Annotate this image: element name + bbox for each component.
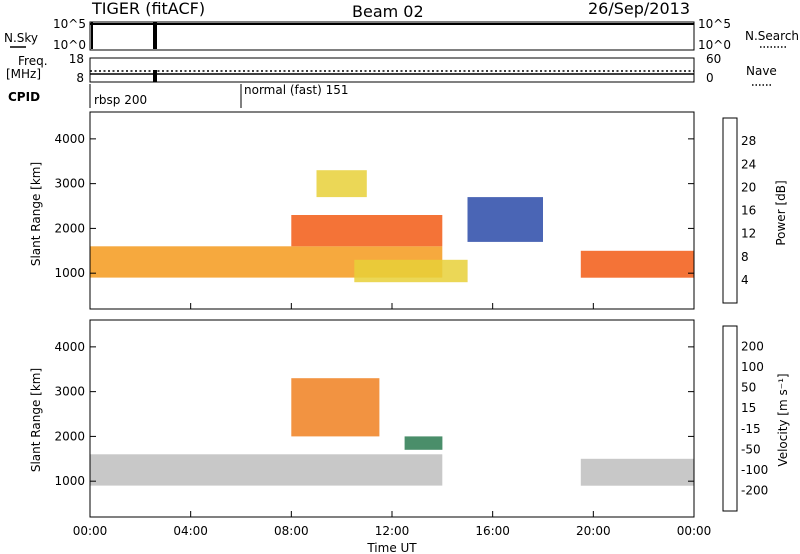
beam-title: Beam 02 (352, 2, 424, 21)
velocity-panel: 1000 2000 3000 4000 00:00 04:00 08:00 12:00 16:… (29, 319, 790, 538)
nsearch-tick-bottom: 10^0 (698, 38, 731, 52)
power-colorbar-tick-6: 28 (741, 134, 756, 148)
velocity-feature-0 (90, 454, 443, 486)
velocity-x-tick-label-4: 16:00 (475, 524, 510, 538)
nsky-spike (153, 22, 157, 49)
velocity-x-axis: 00:00 04:00 08:00 12:00 16:00 20:00 00:00 (73, 511, 712, 538)
velocity-y-axis: 1000 2000 3000 4000 (54, 340, 694, 488)
velocity-colorbar-tick-4: -15 (741, 422, 761, 436)
power-y-tick-label-0: 1000 (54, 266, 85, 280)
velocity-x-tick-label-1: 04:00 (173, 524, 208, 538)
nave-label: Nave (746, 64, 777, 78)
velocity-x-tick-label-6: 00:00 (677, 524, 712, 538)
nave-tick-bottom: 0 (706, 71, 714, 85)
radar-title: TIGER (fitACF) (91, 0, 205, 18)
nsearch-label: N.Search (745, 29, 799, 43)
power-y-label: Slant Range [km] (29, 162, 43, 266)
velocity-colorbar-tick-7: -200 (741, 483, 768, 497)
nsearch-tick-top: 10^5 (698, 17, 731, 31)
velocity-colorbar-tick-5: -50 (741, 442, 761, 456)
power-y-tick-label-3: 4000 (54, 132, 85, 146)
velocity-colorbar-tick-3: 15 (741, 401, 756, 415)
power-feature-3 (354, 259, 468, 283)
power-y-tick-label-2: 3000 (54, 177, 85, 191)
nsky-tick-bottom: 10^0 (53, 38, 86, 52)
velocity-x-tick-label-2: 08:00 (274, 524, 309, 538)
power-panel: 1000 2000 3000 4000 Slant Range [km] 4 8 12 16… (29, 111, 788, 310)
power-colorbar-tick-0: 4 (741, 273, 749, 287)
power-feature-2 (316, 170, 367, 198)
velocity-data (90, 378, 695, 486)
cpid-label: CPID (8, 90, 40, 104)
power-colorbar: 4 8 12 16 20 24 28 (722, 117, 756, 304)
velocity-colorbar-frame (722, 325, 738, 512)
power-colorbar-frame (722, 117, 738, 304)
date-title: 26/Sep/2013 (588, 0, 690, 18)
velocity-colorbar-tick-2: 50 (741, 381, 756, 395)
nave-tick-top: 60 (706, 52, 721, 66)
velocity-feature-3 (404, 436, 443, 450)
x-axis-label: Time UT (366, 541, 417, 554)
freq-unit-label: [MHz] (6, 67, 41, 81)
power-y-tick-label-1: 2000 (54, 221, 85, 235)
power-colorbar-label: Power [dB] (774, 180, 788, 245)
velocity-y-tick-label-1: 2000 (54, 429, 85, 443)
freq-label: Freq. (18, 54, 48, 68)
nsky-label: N.Sky (4, 31, 38, 45)
velocity-feature-1 (580, 458, 695, 486)
power-colorbar-tick-5: 24 (741, 157, 756, 171)
velocity-feature-2 (291, 378, 380, 437)
power-feature-5 (467, 197, 543, 242)
power-colorbar-tick-2: 12 (741, 227, 756, 241)
velocity-plot-area (90, 320, 694, 517)
cpid-mode-normal: normal (fast) 151 (244, 83, 348, 97)
power-feature-4 (580, 250, 695, 278)
power-feature-1 (291, 215, 443, 247)
nsky-panel (89, 21, 695, 51)
freq-tick-top: 18 (69, 52, 84, 66)
power-colorbar-tick-1: 8 (741, 250, 749, 264)
power-x-ticks (89, 303, 695, 309)
velocity-y-tick-label-0: 1000 (54, 474, 85, 488)
freq-tick-bottom: 8 (76, 71, 84, 85)
velocity-colorbar-tick-1: 100 (741, 360, 764, 374)
power-colorbar-tick-4: 20 (741, 180, 756, 194)
velocity-colorbar-label: Velocity [m s⁻¹] (776, 373, 790, 466)
velocity-colorbar: 200 100 50 15 -15 -50 -100 -200 (722, 325, 768, 512)
power-y-axis: 1000 2000 3000 4000 (54, 132, 694, 280)
freq-spike (153, 70, 157, 82)
velocity-x-tick-label-3: 12:00 (375, 524, 410, 538)
velocity-colorbar-tick-6: -100 (741, 463, 768, 477)
freq-panel (89, 57, 695, 83)
velocity-y-label: Slant Range [km] (29, 368, 43, 472)
velocity-x-tick-label-5: 20:00 (576, 524, 611, 538)
velocity-y-tick-label-2: 3000 (54, 385, 85, 399)
cpid-mode-rbsp: rbsp 200 (94, 93, 147, 107)
power-colorbar-tick-3: 16 (741, 204, 756, 218)
power-data (90, 170, 695, 283)
velocity-x-tick-label-0: 00:00 (73, 524, 108, 538)
velocity-colorbar-tick-0: 200 (741, 340, 764, 354)
velocity-y-tick-label-3: 4000 (54, 340, 85, 354)
nsky-tick-top: 10^5 (53, 17, 86, 31)
